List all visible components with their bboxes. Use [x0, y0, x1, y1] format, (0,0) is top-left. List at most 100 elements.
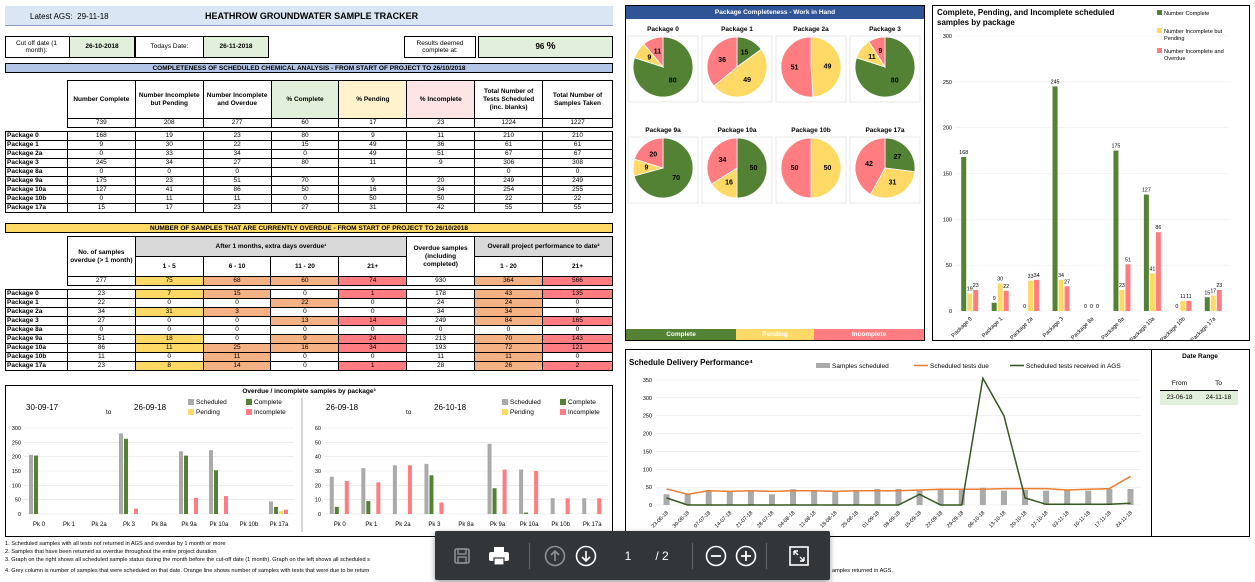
bar-scheduled [392, 465, 397, 514]
table-cell: 50 [338, 194, 408, 204]
scheduled-bar [937, 489, 944, 505]
pie-slice [868, 36, 886, 69]
total-cell: 364 [474, 276, 543, 286]
scheduled-bar [916, 490, 923, 505]
table-cell: 42 [406, 203, 476, 213]
table-cell [338, 167, 408, 177]
date-to-word: to [106, 409, 112, 416]
save-button[interactable] [449, 531, 475, 580]
bar-incomplete [224, 496, 228, 514]
table-cell: 34 [134, 158, 204, 168]
previous-page-button[interactable] [543, 531, 567, 580]
bar-complete [429, 475, 434, 514]
x-tick: Pk 9a [181, 522, 197, 528]
y-tick: 60 [315, 426, 321, 432]
legend-label: Number Incomplete but [1164, 29, 1223, 35]
table-cell: 249 [406, 316, 476, 326]
legend-swatch [188, 399, 194, 405]
table-cell: 0 [541, 307, 614, 317]
pie-value: 80 [669, 77, 677, 84]
scheduled-bar [790, 489, 797, 505]
header-cell: Number Complete [66, 80, 136, 119]
table-cell: 70 [270, 176, 340, 186]
x-tick: Package 9a [1101, 316, 1127, 340]
table-cell: 165 [541, 316, 614, 326]
bar-value: 22 [1003, 284, 1009, 290]
legend-swatch [560, 399, 566, 405]
pie-value: 15 [741, 49, 749, 56]
pie-value: 36 [718, 57, 726, 64]
x-tick: 13-10-18 [988, 510, 1007, 529]
table-cell: 22 [270, 298, 340, 308]
x-tick: 25-08-18 [841, 510, 860, 529]
x-tick: Pk 3 [123, 522, 136, 528]
table-cell: 168 [66, 131, 136, 141]
sub-header: 21+ [541, 256, 614, 277]
footnote-1: 1. Scheduled samples with all tests not … [5, 541, 226, 547]
table-cell: 70 [474, 334, 543, 344]
arrow-up-icon [544, 545, 566, 566]
table-cell: 9 [338, 131, 408, 141]
bar-value: 27 [1064, 279, 1070, 285]
table-cell: 41 [134, 185, 204, 195]
bar [1143, 194, 1149, 311]
table-cell: 178 [406, 289, 476, 299]
table-cell: 25 [202, 343, 272, 353]
table-row: Package 1 22 0 0 22 0 24 24 0 [5, 298, 614, 308]
page-number-input[interactable]: 1 [624, 548, 632, 563]
x-tick: 30-06-18 [672, 510, 691, 529]
total-cell: 17 [338, 118, 408, 128]
legend-label: Samples scheduled [832, 363, 889, 370]
table-cell: 0 [270, 194, 340, 204]
date-range-to: 24-11-18 [1199, 391, 1238, 405]
next-page-button[interactable] [574, 531, 598, 580]
legend-label: Number Complete [1164, 11, 1209, 17]
bar-complete [274, 506, 278, 514]
row-label: Package 0 [5, 131, 68, 141]
y-tick: 200 [12, 455, 21, 461]
zoom-out-button[interactable] [704, 531, 728, 580]
overdue-chart-title: Overdue / incomplete samples by package³ [242, 388, 376, 395]
header-cell: Total Number of Tests Scheduled (inc. bl… [474, 80, 544, 119]
scheduled-bar [874, 488, 881, 505]
bar [1058, 279, 1064, 311]
table-cell: 86 [66, 343, 136, 353]
row-label: Package 10b [5, 352, 68, 362]
fit-page-button[interactable] [787, 531, 811, 580]
pie-slice [854, 36, 916, 98]
y-tick: 300 [943, 34, 952, 40]
table-cell: 23 [202, 203, 272, 213]
table-cell: 0 [202, 167, 272, 177]
table-cell: 11 [202, 194, 272, 204]
legend-swatch [1157, 10, 1162, 15]
pie-value: 70 [672, 175, 680, 182]
date-to: 26-10-18 [434, 403, 467, 412]
bar-value: 0 [1084, 304, 1087, 310]
x-tick: 06-10-18 [967, 510, 986, 529]
bar-complete [334, 506, 339, 514]
zoom-in-button[interactable] [734, 531, 758, 580]
bar [973, 289, 979, 311]
bar-value: 0 [1023, 304, 1026, 310]
x-tick: 14-07-18 [714, 510, 733, 529]
table-cell: 18 [134, 334, 204, 344]
table-cell: 24 [338, 334, 408, 344]
page-total: / 2 [655, 548, 669, 563]
pie-frame [849, 35, 921, 103]
table-cell: 16 [270, 343, 340, 353]
print-icon [489, 546, 509, 566]
bar [1155, 232, 1161, 311]
pie-legend-incomplete: Incomplete [814, 329, 924, 340]
table-cell: 0 [541, 298, 614, 308]
table-cell: 9 [66, 140, 136, 150]
pie-label: Package 17a [865, 127, 904, 134]
table-cell: 0 [406, 325, 476, 335]
table-cell: 0 [270, 149, 340, 159]
legend-swatch [560, 409, 566, 415]
table-cell: 210 [474, 131, 544, 141]
scheduled-bar [663, 494, 670, 505]
table-cell: 11 [406, 131, 476, 141]
pie-slice [736, 137, 768, 199]
table-cell: 210 [542, 131, 613, 141]
print-button[interactable] [485, 531, 513, 580]
